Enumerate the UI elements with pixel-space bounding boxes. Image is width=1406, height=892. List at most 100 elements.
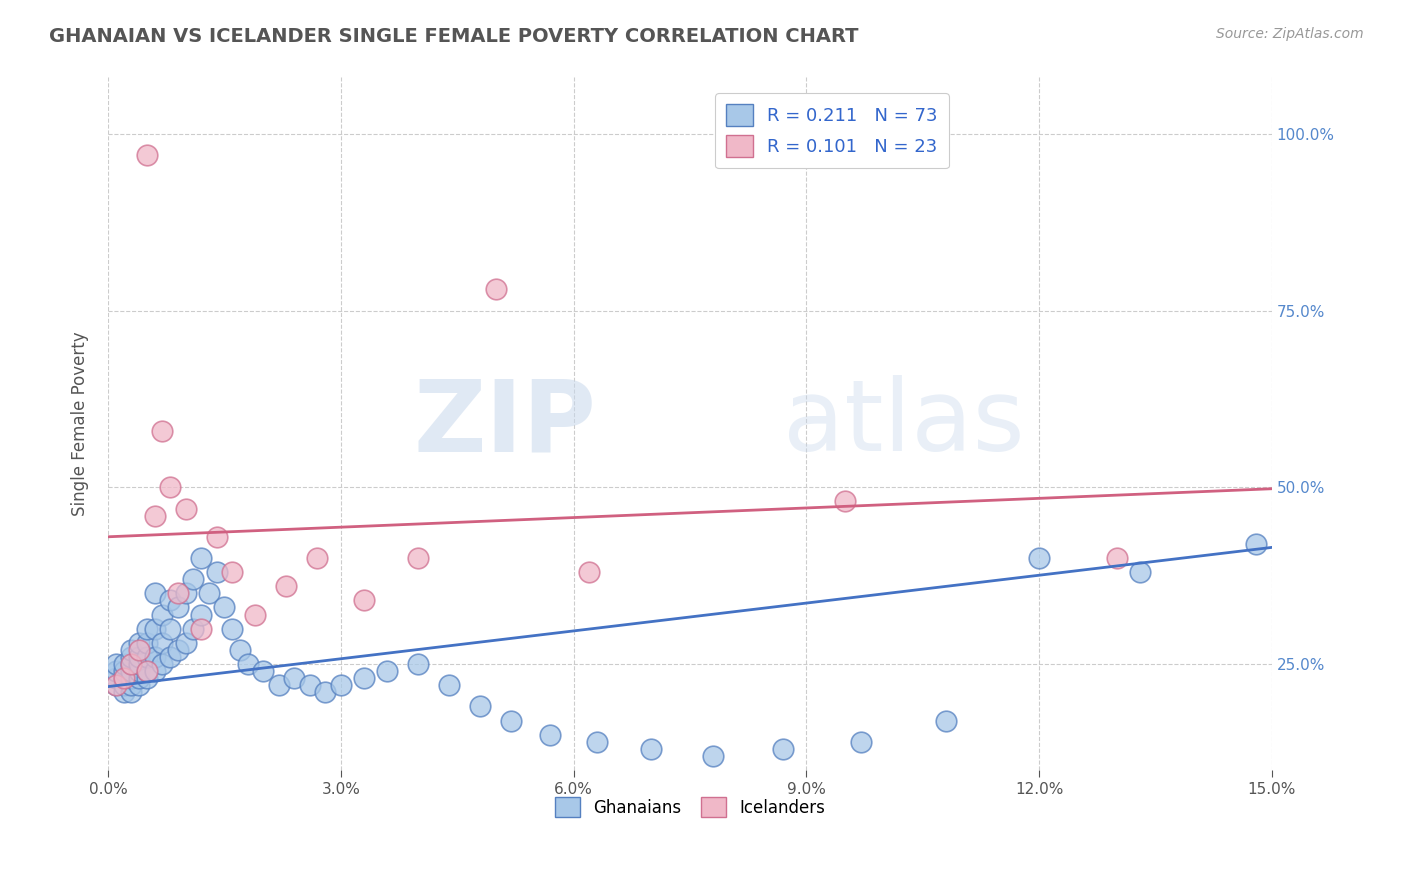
Point <box>408 551 430 566</box>
Point <box>120 678 142 692</box>
Point <box>104 671 127 685</box>
Point <box>1028 551 1050 566</box>
Point <box>112 685 135 699</box>
Point <box>143 622 166 636</box>
Point <box>135 664 157 678</box>
Point <box>221 565 243 579</box>
Point <box>298 678 321 692</box>
Point <box>135 664 157 678</box>
Point <box>1246 537 1268 551</box>
Point <box>640 741 662 756</box>
Point <box>112 664 135 678</box>
Point <box>198 586 221 600</box>
Point <box>150 607 173 622</box>
Point <box>283 671 305 685</box>
Point <box>174 586 197 600</box>
Point <box>143 664 166 678</box>
Text: atlas: atlas <box>783 376 1025 472</box>
Point <box>143 586 166 600</box>
Point <box>112 657 135 671</box>
Point <box>128 664 150 678</box>
Point <box>120 664 142 678</box>
Point <box>353 671 375 685</box>
Point <box>150 657 173 671</box>
Point <box>538 728 561 742</box>
Point <box>128 636 150 650</box>
Point <box>236 657 259 671</box>
Point <box>585 735 607 749</box>
Point <box>174 501 197 516</box>
Point <box>135 671 157 685</box>
Point <box>135 636 157 650</box>
Point <box>120 657 142 671</box>
Point <box>159 593 181 607</box>
Y-axis label: Single Female Poverty: Single Female Poverty <box>72 332 89 516</box>
Point <box>183 622 205 636</box>
Point <box>470 699 492 714</box>
Point <box>190 551 212 566</box>
Point <box>702 748 724 763</box>
Point <box>276 579 298 593</box>
Point <box>408 657 430 671</box>
Point <box>104 657 127 671</box>
Point <box>128 649 150 664</box>
Point <box>104 664 127 678</box>
Point <box>104 678 127 692</box>
Point <box>935 714 957 728</box>
Point <box>128 657 150 671</box>
Point <box>120 657 142 671</box>
Point <box>252 664 274 678</box>
Point <box>104 678 127 692</box>
Point <box>159 649 181 664</box>
Point <box>1105 551 1128 566</box>
Point <box>267 678 290 692</box>
Point <box>120 649 142 664</box>
Point <box>190 622 212 636</box>
Point <box>120 671 142 685</box>
Point <box>143 649 166 664</box>
Point <box>128 671 150 685</box>
Point <box>120 685 142 699</box>
Point <box>375 664 398 678</box>
Point <box>214 600 236 615</box>
Point <box>183 572 205 586</box>
Point <box>128 643 150 657</box>
Point <box>166 643 188 657</box>
Point <box>578 565 600 579</box>
Point <box>229 643 252 657</box>
Point <box>307 551 329 566</box>
Point <box>329 678 352 692</box>
Point <box>485 282 508 296</box>
Point <box>159 480 181 494</box>
Point <box>135 148 157 162</box>
Point <box>221 622 243 636</box>
Text: GHANAIAN VS ICELANDER SINGLE FEMALE POVERTY CORRELATION CHART: GHANAIAN VS ICELANDER SINGLE FEMALE POVE… <box>49 27 859 45</box>
Point <box>128 678 150 692</box>
Point <box>159 622 181 636</box>
Point <box>143 508 166 523</box>
Text: Source: ZipAtlas.com: Source: ZipAtlas.com <box>1216 27 1364 41</box>
Point <box>190 607 212 622</box>
Point <box>112 671 135 685</box>
Point <box>314 685 336 699</box>
Point <box>174 636 197 650</box>
Text: ZIP: ZIP <box>413 376 596 472</box>
Legend: Ghanaians, Icelanders: Ghanaians, Icelanders <box>548 790 832 824</box>
Point <box>112 678 135 692</box>
Point <box>150 636 173 650</box>
Point <box>439 678 461 692</box>
Point <box>772 741 794 756</box>
Point <box>166 600 188 615</box>
Point <box>166 586 188 600</box>
Point <box>135 622 157 636</box>
Point <box>1129 565 1152 579</box>
Point <box>205 565 228 579</box>
Point <box>245 607 267 622</box>
Point <box>834 494 856 508</box>
Point <box>205 530 228 544</box>
Point <box>112 671 135 685</box>
Point <box>120 643 142 657</box>
Point <box>501 714 523 728</box>
Point <box>849 735 872 749</box>
Point <box>353 593 375 607</box>
